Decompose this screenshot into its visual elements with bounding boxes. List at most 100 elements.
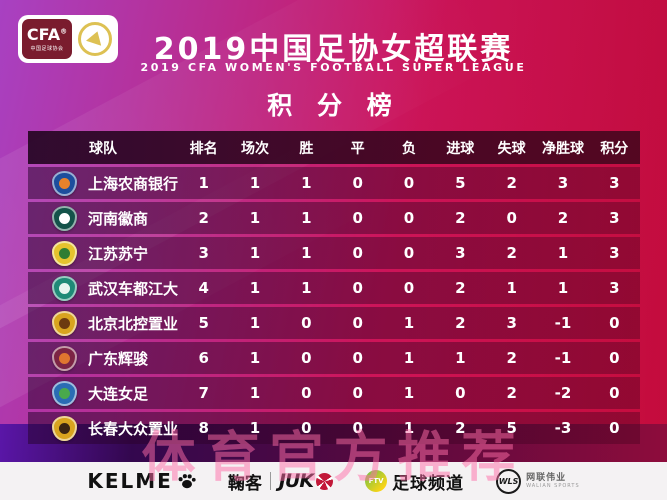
stat-goal-diff: -1 bbox=[554, 349, 572, 367]
stat-losses: 1 bbox=[403, 314, 415, 332]
column-header-played: 场次 bbox=[240, 140, 269, 157]
column-header-wins: 胜 bbox=[299, 140, 314, 157]
team-cell: 广东辉骏 bbox=[28, 345, 178, 371]
kelme-wordmark: KELME bbox=[87, 469, 173, 493]
table-row: 河南徽商 2 1 1 0 0 2 0 2 3 bbox=[28, 202, 640, 234]
team-logo-icon bbox=[52, 415, 77, 441]
team-cell: 长春大众置业 bbox=[28, 415, 179, 441]
table-row: 武汉车都江大 4 1 1 0 0 2 1 1 3 bbox=[28, 272, 640, 304]
column-header-draws: 平 bbox=[350, 140, 365, 157]
stat-goals-against: 3 bbox=[506, 314, 517, 332]
stat-draws: 0 bbox=[352, 174, 363, 192]
sponsor-wls: WLS 网联伟业 WALIAN SPORTS bbox=[496, 468, 580, 494]
stat-points: 0 bbox=[609, 349, 620, 367]
stat-points: 0 bbox=[609, 419, 620, 437]
stat-played: 1 bbox=[249, 419, 261, 437]
team-logo-icon bbox=[52, 240, 77, 266]
stat-goal-diff: 3 bbox=[557, 174, 569, 192]
cfa-logo-wordmark: CFA® 中国足球协会 bbox=[22, 19, 72, 59]
stat-losses: 0 bbox=[403, 174, 415, 192]
team-logo-icon bbox=[52, 345, 77, 371]
wls-icon: WLS bbox=[496, 468, 522, 494]
stat-wins: 0 bbox=[301, 349, 312, 367]
stat-goals-for: 5 bbox=[455, 174, 466, 192]
registered-mark: ® bbox=[60, 27, 68, 36]
stat-goals-against: 2 bbox=[506, 384, 517, 402]
team-name: 上海农商银行 bbox=[88, 174, 179, 193]
stat-rank: 2 bbox=[198, 209, 209, 227]
stat-points: 3 bbox=[609, 279, 620, 297]
stat-points: 0 bbox=[609, 384, 620, 402]
stat-goals-for: 2 bbox=[455, 419, 466, 437]
column-header-goals-for: 进球 bbox=[446, 140, 475, 157]
football-channel-label: 足球频道 bbox=[392, 473, 465, 494]
stat-goal-diff: 1 bbox=[557, 279, 569, 297]
table-row: 上海农商银行 1 1 1 0 0 5 2 3 3 bbox=[28, 167, 640, 199]
stat-draws: 0 bbox=[352, 244, 363, 262]
team-logo-icon bbox=[52, 275, 77, 301]
team-cell: 上海农商银行 bbox=[28, 170, 179, 196]
stat-draws: 0 bbox=[352, 349, 363, 367]
stat-goals-against: 5 bbox=[506, 419, 517, 437]
page-title: 2019中国足协女超联赛 bbox=[153, 32, 514, 67]
divider bbox=[269, 472, 271, 490]
stat-goals-for: 0 bbox=[455, 384, 466, 402]
table-row: 北京北控置业 5 1 0 0 1 2 3 -1 0 bbox=[28, 307, 640, 339]
juke-latin-wordmark: JUK bbox=[278, 470, 314, 492]
stat-rank: 5 bbox=[198, 314, 209, 332]
team-name: 江苏苏宁 bbox=[88, 244, 149, 263]
stat-played: 1 bbox=[249, 349, 261, 367]
stat-goal-diff: 1 bbox=[557, 244, 569, 262]
stat-goal-diff: -3 bbox=[554, 419, 572, 437]
table-row: 长春大众置业 8 1 0 0 1 2 5 -3 0 bbox=[28, 412, 640, 444]
stat-played: 1 bbox=[249, 279, 261, 297]
stat-wins: 0 bbox=[301, 419, 312, 437]
stat-goals-against: 0 bbox=[506, 209, 517, 227]
stat-draws: 0 bbox=[352, 314, 363, 332]
team-cell: 河南徽商 bbox=[28, 205, 178, 231]
team-logo-icon bbox=[52, 380, 77, 406]
team-name: 河南徽商 bbox=[88, 209, 149, 228]
team-name: 长春大众置业 bbox=[88, 419, 179, 438]
stat-played: 1 bbox=[249, 384, 261, 402]
stat-goals-against: 2 bbox=[506, 349, 517, 367]
stat-rank: 7 bbox=[198, 384, 209, 402]
sponsor-football-channel: FTV 足球频道 bbox=[365, 469, 464, 494]
stat-draws: 0 bbox=[352, 279, 363, 297]
stat-rank: 8 bbox=[198, 419, 209, 437]
stat-points: 3 bbox=[609, 209, 620, 227]
wls-chinese-label: 网联伟业 bbox=[526, 472, 567, 483]
column-header-goal-diff: 净胜球 bbox=[541, 140, 584, 157]
emblem-ring bbox=[77, 22, 112, 56]
stat-losses: 0 bbox=[403, 209, 415, 227]
page-subtitle: 2019 CFA WOMEN'S FOOTBALL SUPER LEAGUE bbox=[140, 61, 527, 74]
stat-played: 1 bbox=[249, 244, 261, 262]
sponsor-kelme: KELME bbox=[87, 469, 196, 493]
team-name: 广东辉骏 bbox=[88, 349, 149, 368]
cfa-logo: CFA® 中国足球协会 bbox=[18, 15, 118, 63]
stat-played: 1 bbox=[249, 314, 261, 332]
stat-goals-against: 1 bbox=[506, 279, 517, 297]
stat-points: 3 bbox=[609, 244, 620, 262]
juke-chinese-wordmark: 鞠客 bbox=[227, 473, 262, 494]
stat-losses: 0 bbox=[403, 279, 415, 297]
ftv-icon: FTV bbox=[365, 470, 388, 492]
team-logo-icon bbox=[52, 205, 77, 231]
paw-icon bbox=[178, 474, 196, 489]
column-header-losses: 负 bbox=[401, 140, 416, 157]
stat-rank: 1 bbox=[198, 174, 209, 192]
standings-table: 球队 排名 场次 胜 平 负 进球 失球 净胜球 积分 上海农商银行 1 1 1… bbox=[28, 131, 640, 444]
stat-goals-for: 3 bbox=[455, 244, 466, 262]
column-header-points: 积分 bbox=[600, 140, 629, 157]
cfa-sub-label: 中国足球协会 bbox=[30, 45, 64, 52]
stat-draws: 0 bbox=[352, 384, 363, 402]
stat-losses: 1 bbox=[403, 419, 415, 437]
standings-heading: 积 分 榜 bbox=[267, 91, 400, 120]
stat-goals-for: 1 bbox=[455, 349, 466, 367]
column-header-rank: 排名 bbox=[189, 140, 218, 157]
stat-points: 3 bbox=[609, 174, 620, 192]
stat-wins: 1 bbox=[301, 279, 312, 297]
stat-wins: 1 bbox=[301, 209, 312, 227]
cfa-word: CFA® bbox=[26, 24, 68, 44]
